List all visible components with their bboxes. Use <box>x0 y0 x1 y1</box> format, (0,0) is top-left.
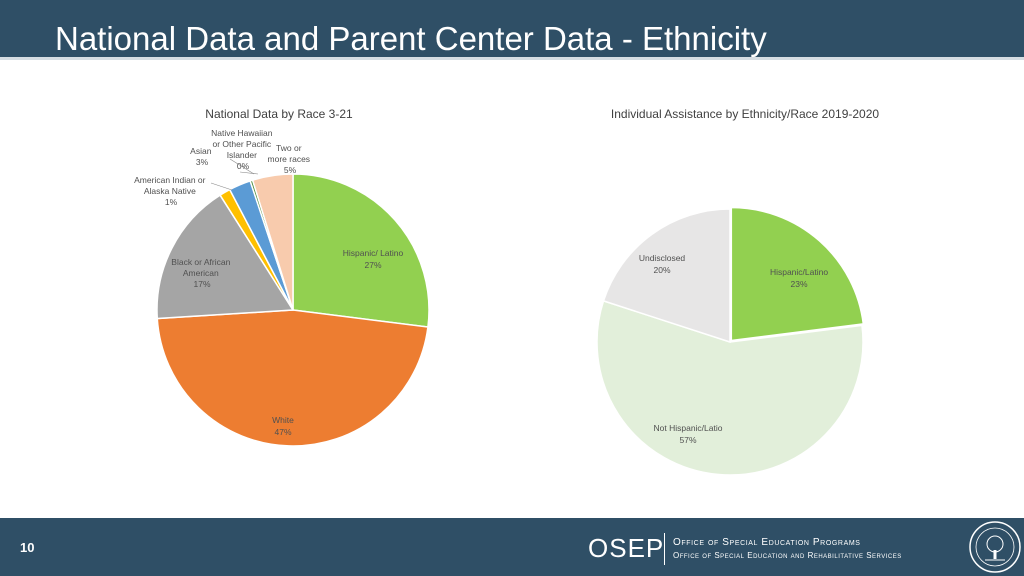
department-seal-icon <box>969 521 1021 573</box>
chart-leader-lines <box>210 158 259 191</box>
label-line: American Indian or <box>134 175 206 185</box>
pie-slice-undisclosed <box>602 208 731 344</box>
data-label-asian: Asian 3% <box>190 146 214 167</box>
data-label-native-hawaiian: Native Hawaiian or Other Pacific Islande… <box>211 128 275 171</box>
data-label-undisclosed: Undisclosed <box>639 253 686 263</box>
data-label-black: Black or African American 17% <box>171 257 232 289</box>
slide-number: 10 <box>20 540 35 555</box>
label-line: Asian <box>190 146 212 156</box>
label-line: Islander <box>227 150 257 160</box>
office-name: Office of Special Education Programs <box>673 537 861 548</box>
data-label-not-hispanic: Not Hispanic/Latio <box>654 423 723 433</box>
header-bar <box>0 0 1024 57</box>
data-label-white-pct: 47% <box>274 427 291 437</box>
osep-wordmark: OSEP <box>588 533 665 563</box>
pie-slice-white <box>156 309 429 447</box>
pie-slice-two-or-more-races <box>251 173 294 311</box>
data-label-not-hispanic-pct: 57% <box>679 435 696 445</box>
charts-area: National Data by Race 3-21 Hispanic/ Lat… <box>134 107 879 476</box>
label-pct: 5% <box>284 165 297 175</box>
pie-slice-black-or-african-american <box>156 194 295 320</box>
page-title: National Data and Parent Center Data - E… <box>55 20 767 57</box>
office-subname: Office of Special Education and Rehabili… <box>673 551 902 560</box>
footer-bar <box>0 518 1024 576</box>
label-pct: 3% <box>196 157 209 167</box>
pie-slice-hispanic-latino <box>730 206 865 342</box>
label-line: more races <box>268 154 311 164</box>
header-divider <box>0 57 1024 60</box>
label-pct: 17% <box>193 279 210 289</box>
label-line: or Other Pacific <box>213 139 272 149</box>
data-label-hispanic-pct: 27% <box>364 260 381 270</box>
data-label-two-or-more: Two or more races 5% <box>268 143 313 175</box>
label-pct: 1% <box>165 197 178 207</box>
label-line: American <box>183 268 219 278</box>
data-label-hispanic: Hispanic/ Latino <box>343 248 404 258</box>
data-label-hispanic-latino: Hispanic/Latino <box>770 267 828 277</box>
wordmark-divider <box>664 533 665 565</box>
pie-slice-hispanic-latino <box>292 173 430 328</box>
pie-slice-not-hispanic-latio <box>596 299 864 476</box>
individual-assistance-pie-chart: Individual Assistance by Ethnicity/Race … <box>596 107 879 476</box>
label-line: Black or African <box>171 257 230 267</box>
label-pct: 0% <box>237 161 250 171</box>
data-label-undisclosed-pct: 20% <box>653 265 670 275</box>
chart-title: National Data by Race 3-21 <box>205 107 353 121</box>
label-line: Two or <box>276 143 302 153</box>
label-line: Native Hawaiian <box>211 128 273 138</box>
national-race-pie-chart: National Data by Race 3-21 Hispanic/ Lat… <box>134 107 430 447</box>
data-label-hispanic-latino-pct: 23% <box>790 279 807 289</box>
label-line: Alaska Native <box>144 186 196 196</box>
data-label-american-indian: American Indian or Alaska Native 1% <box>134 175 208 207</box>
data-label-white: White <box>272 415 294 425</box>
chart-title: Individual Assistance by Ethnicity/Race … <box>611 107 879 121</box>
